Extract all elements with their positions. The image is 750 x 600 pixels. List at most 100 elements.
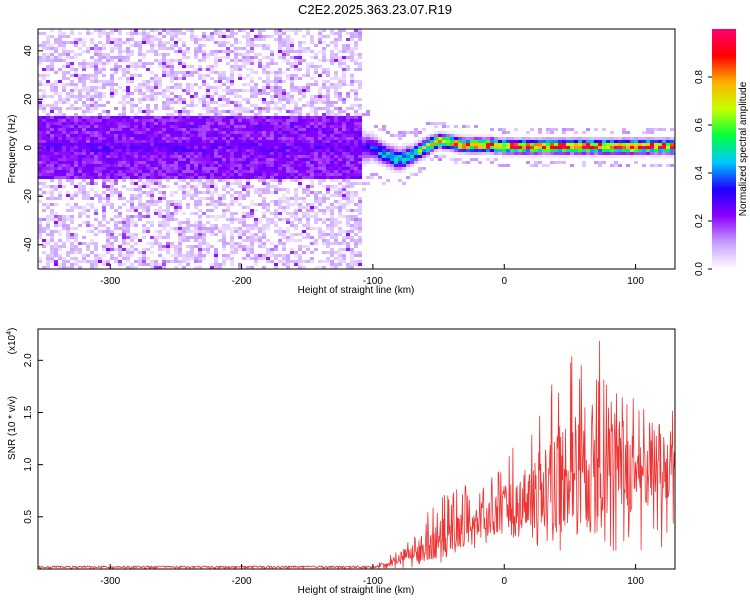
spectrogram-cell	[270, 101, 274, 104]
spectrogram-cell	[242, 215, 246, 218]
spectrogram-cell	[230, 167, 234, 170]
spectrogram-cell	[302, 149, 306, 152]
spectrogram-cell	[162, 35, 166, 38]
spectrogram-cell	[294, 170, 298, 173]
spectrogram-cell	[286, 257, 290, 260]
spectrogram-cell	[222, 146, 226, 149]
spectrogram-cell	[262, 206, 266, 209]
spectrogram-cell	[222, 95, 226, 98]
spectrogram-cell	[294, 62, 298, 65]
spectrogram-cell	[114, 224, 118, 227]
spectrogram-cell	[126, 71, 130, 74]
spectrogram-cell	[218, 230, 222, 233]
spectrogram-cell	[198, 221, 202, 224]
spectrogram-cell	[122, 95, 126, 98]
spectrogram-cell	[174, 98, 178, 101]
spectrogram-cell	[278, 122, 282, 125]
spectrogram-cell	[138, 53, 142, 56]
spectrogram-cell	[338, 230, 342, 233]
spectrogram-cell	[162, 101, 166, 104]
spectrogram-cell	[262, 155, 266, 158]
spectrogram-cell	[538, 140, 542, 143]
spectrogram-cell	[218, 35, 222, 38]
spectrogram-cell	[582, 149, 586, 152]
spectrogram-cell	[158, 155, 162, 158]
spectrogram-cell	[338, 110, 342, 113]
spectrogram-cell	[454, 125, 458, 128]
spectrogram-cell	[70, 221, 74, 224]
spectrogram-cell	[202, 101, 206, 104]
spectrogram-cell	[350, 32, 354, 35]
spectrogram-cell	[342, 152, 346, 155]
spectrogram-cell	[282, 152, 286, 155]
spectrogram-cell	[346, 176, 350, 179]
spectrogram-cell	[446, 137, 450, 140]
spectrogram-cell	[250, 266, 254, 269]
spectrogram-cell	[338, 212, 342, 215]
spectrogram-cell	[98, 260, 102, 263]
spectrogram-cell	[366, 137, 370, 140]
spectrogram-cell	[234, 68, 238, 71]
spectrogram-cell	[278, 92, 282, 95]
spectrogram-cell	[302, 173, 306, 176]
spectrogram-cell	[78, 74, 82, 77]
spectrogram-cell	[246, 56, 250, 59]
spectrogram-cell	[122, 101, 126, 104]
spectrogram-cell	[350, 251, 354, 254]
spectrogram-cell	[282, 149, 286, 152]
spectrogram-cell	[130, 125, 134, 128]
spectrogram-cell	[522, 149, 526, 152]
spectrogram-cell	[346, 131, 350, 134]
spectrogram-cell	[110, 188, 114, 191]
spectrogram-cell	[162, 107, 166, 110]
spectrogram-cell	[306, 248, 310, 251]
spectrogram-cell	[118, 194, 122, 197]
spectrogram-cell	[106, 188, 110, 191]
spectrogram-cell	[58, 266, 62, 269]
spectrogram-cell	[190, 251, 194, 254]
spectrogram-cell	[326, 98, 330, 101]
spectrogram-cell	[310, 95, 314, 98]
spectrogram-cell	[390, 158, 394, 161]
spectrogram-cell	[250, 185, 254, 188]
spectrogram-cell	[262, 203, 266, 206]
spectrogram-cell	[226, 77, 230, 80]
spectrogram-cell	[210, 266, 214, 269]
spectrogram-cell	[342, 170, 346, 173]
spectrogram-cell	[322, 107, 326, 110]
spectrogram-cell	[154, 200, 158, 203]
spectrogram-cell	[174, 266, 178, 269]
spectrogram-cell	[174, 59, 178, 62]
spectrogram-cell	[62, 176, 66, 179]
spectrogram-cell	[274, 215, 278, 218]
spectrogram-cell	[182, 167, 186, 170]
spectrogram-cell	[210, 197, 214, 200]
spectrogram-cell	[174, 134, 178, 137]
spectrogram-cell	[106, 167, 110, 170]
spectrogram-cell	[126, 122, 130, 125]
spectrogram-cell	[210, 263, 214, 266]
spectrogram-cell	[314, 140, 318, 143]
spectrogram-cell	[66, 236, 70, 239]
spectrogram-cell	[370, 131, 374, 134]
spectrogram-cell	[142, 227, 146, 230]
spectrogram-cell	[134, 236, 138, 239]
spectrogram-cell	[358, 170, 362, 173]
spectrogram-cell	[246, 143, 250, 146]
spectrogram-cell	[258, 191, 262, 194]
spectrogram-cell	[326, 260, 330, 263]
spectrogram-cell	[198, 218, 202, 221]
spectrogram-cell	[174, 167, 178, 170]
spectrogram-cell	[206, 203, 210, 206]
spectrogram-cell	[78, 152, 82, 155]
spectrogram-cell	[226, 242, 230, 245]
spectrogram-cell	[154, 188, 158, 191]
spectrogram-cell	[166, 161, 170, 164]
spectrogram-cell	[146, 173, 150, 176]
spectrogram-cell	[174, 143, 178, 146]
spectrogram-cell	[266, 77, 270, 80]
spectrogram-cell	[206, 110, 210, 113]
spectrogram-cell	[38, 128, 42, 131]
spectrogram-cell	[442, 125, 446, 128]
spectrogram-cell	[466, 143, 470, 146]
